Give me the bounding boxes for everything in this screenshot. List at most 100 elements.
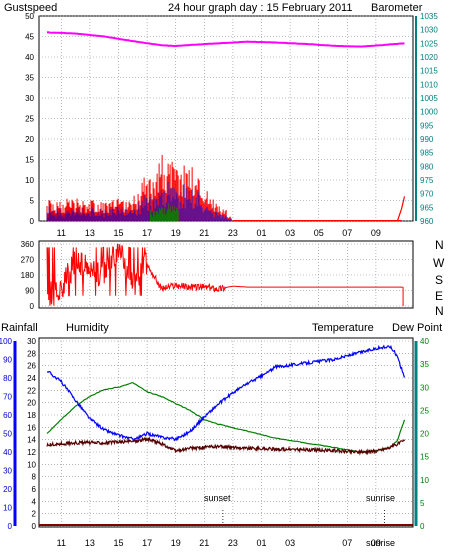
data-series [39, 31, 413, 526]
rainfall-tick-label: 0 [32, 522, 37, 531]
axis-tick-labels: 0510152025303540455096096597097598098599… [0, 12, 438, 548]
cardinal-n-top: N [435, 238, 444, 252]
temperature-tick-label: 30 [420, 383, 429, 392]
x-tick-label-bottom: 23 [228, 538, 238, 548]
temperature-tick-label: 40 [420, 337, 429, 346]
temperature-tick-label: 10 [420, 476, 429, 485]
gust-tick-label: 35 [25, 74, 34, 83]
barometer-tick-label: 965 [420, 203, 434, 212]
x-tick-label-bottom: 09 [371, 538, 381, 548]
humidity-tick-label: 0 [8, 522, 13, 531]
barometer-tick-label: 1015 [420, 67, 438, 76]
sunrise-x-label: sunrise [366, 538, 395, 548]
direction-tick-label: 0 [30, 302, 35, 311]
barometer-tick-label: 970 [420, 190, 434, 199]
temperature-tick-label: 20 [420, 430, 429, 439]
humidity-tick-label: 10 [3, 504, 12, 513]
humidity-tick-label: 20 [3, 485, 12, 494]
rainfall-tick-label: 2 [32, 510, 37, 519]
barometer-label: Barometer [371, 2, 423, 14]
sunset-annotation: sunset [204, 493, 231, 503]
cardinal-s: S [435, 273, 443, 287]
barometer-tick-label: 1035 [420, 12, 438, 21]
x-tick-label-bottom: 19 [171, 538, 181, 548]
rainfall-tick-label: 8 [32, 473, 37, 482]
temperature-tick-label: 5 [420, 499, 425, 508]
gust-tick-label: 0 [30, 217, 35, 226]
x-tick-label-bottom: 21 [199, 538, 209, 548]
humidity-tick-label: 50 [3, 430, 12, 439]
direction-tick-label: 90 [25, 287, 34, 296]
barometer-tick-label: 975 [420, 176, 434, 185]
direction-tick-label: 270 [21, 256, 35, 265]
humidity-tick-label: 80 [3, 374, 12, 383]
direction-tick-label: 360 [21, 240, 35, 249]
barometer-tick-label: 995 [420, 121, 434, 130]
temperature-tick-label: 35 [420, 360, 429, 369]
barometer-tick-label: 985 [420, 149, 434, 158]
rainfall-tick-label: 22 [27, 386, 36, 395]
x-tick-label-top: 03 [285, 228, 295, 238]
x-tick-label-top: 19 [171, 228, 181, 238]
rainfall-label: Rainfall [1, 322, 38, 334]
gust-tick-label: 30 [25, 94, 34, 103]
x-tick-label-top: 07 [342, 228, 352, 238]
x-tick-label-top: 15 [113, 228, 123, 238]
rainfall-tick-label: 24 [27, 374, 36, 383]
temperature-humidity-panel [38, 337, 414, 528]
barometer-tick-label: 960 [420, 217, 434, 226]
cardinal-e: E [435, 289, 443, 303]
temperature-tick-label: 15 [420, 453, 429, 462]
barometer-tick-label: 1025 [420, 39, 438, 48]
gust-tick-label: 40 [25, 53, 34, 62]
humidity-tick-label: 70 [3, 393, 12, 402]
sunrise-annotation: sunrise [366, 493, 395, 503]
humidity-line [46, 344, 406, 442]
gust-tick-label: 10 [25, 176, 34, 185]
rainfall-tick-label: 10 [27, 460, 36, 469]
gust-tick-label: 50 [25, 12, 34, 21]
page-title: 24 hour graph day : 15 February 2011 [168, 2, 352, 14]
temperature-tick-label: 0 [420, 522, 425, 531]
cardinal-n-bottom: N [435, 304, 444, 318]
rainfall-tick-label: 6 [32, 485, 37, 494]
humidity-tick-label: 60 [3, 411, 12, 420]
gust-tick-label: 25 [25, 115, 34, 124]
rainfall-tick-label: 16 [27, 423, 36, 432]
x-tick-label-top: 21 [199, 228, 209, 238]
x-tick-label-bottom: 03 [285, 538, 295, 548]
barometer-tick-label: 1010 [420, 80, 438, 89]
x-tick-label-bottom: 11 [57, 538, 66, 548]
barometer-tick-label: 1020 [420, 53, 438, 62]
wind-direction-line [46, 243, 403, 306]
humidity-tick-label: 30 [3, 467, 12, 476]
dewpoint-line [46, 436, 405, 456]
x-tick-label-top: 01 [256, 228, 266, 238]
gust-tick-label: 45 [25, 33, 34, 42]
dewpoint-label: Dew Point [392, 322, 442, 334]
x-tick-label-top: 05 [314, 228, 324, 238]
x-tick-label-bottom: 17 [142, 538, 152, 548]
x-tick-label-bottom: 13 [85, 538, 95, 548]
rainfall-tick-label: 28 [27, 349, 36, 358]
humidity-label: Humidity [66, 322, 109, 334]
x-tick-label-top: 11 [57, 228, 66, 238]
temperature-label: Temperature [312, 322, 374, 334]
x-tick-label-bottom: 01 [256, 538, 266, 548]
gust-tick-label: 15 [25, 156, 34, 165]
barometer-tick-label: 1000 [420, 108, 438, 117]
cardinal-w: W [433, 256, 445, 270]
barometer-tick-label: 1005 [420, 94, 438, 103]
barometer-tick-label: 990 [420, 135, 434, 144]
barometer-tick-label: 980 [420, 162, 434, 171]
barometer-tick-label: 1030 [420, 26, 438, 35]
rainfall-tick-label: 14 [27, 436, 36, 445]
rainfall-tick-label: 4 [32, 497, 37, 506]
humidity-tick-label: 40 [3, 448, 12, 457]
x-tick-label-bottom: 15 [113, 538, 123, 548]
rainfall-tick-label: 26 [27, 362, 36, 371]
temperature-tick-label: 25 [420, 406, 429, 415]
humidity-tick-label: 90 [3, 356, 12, 365]
